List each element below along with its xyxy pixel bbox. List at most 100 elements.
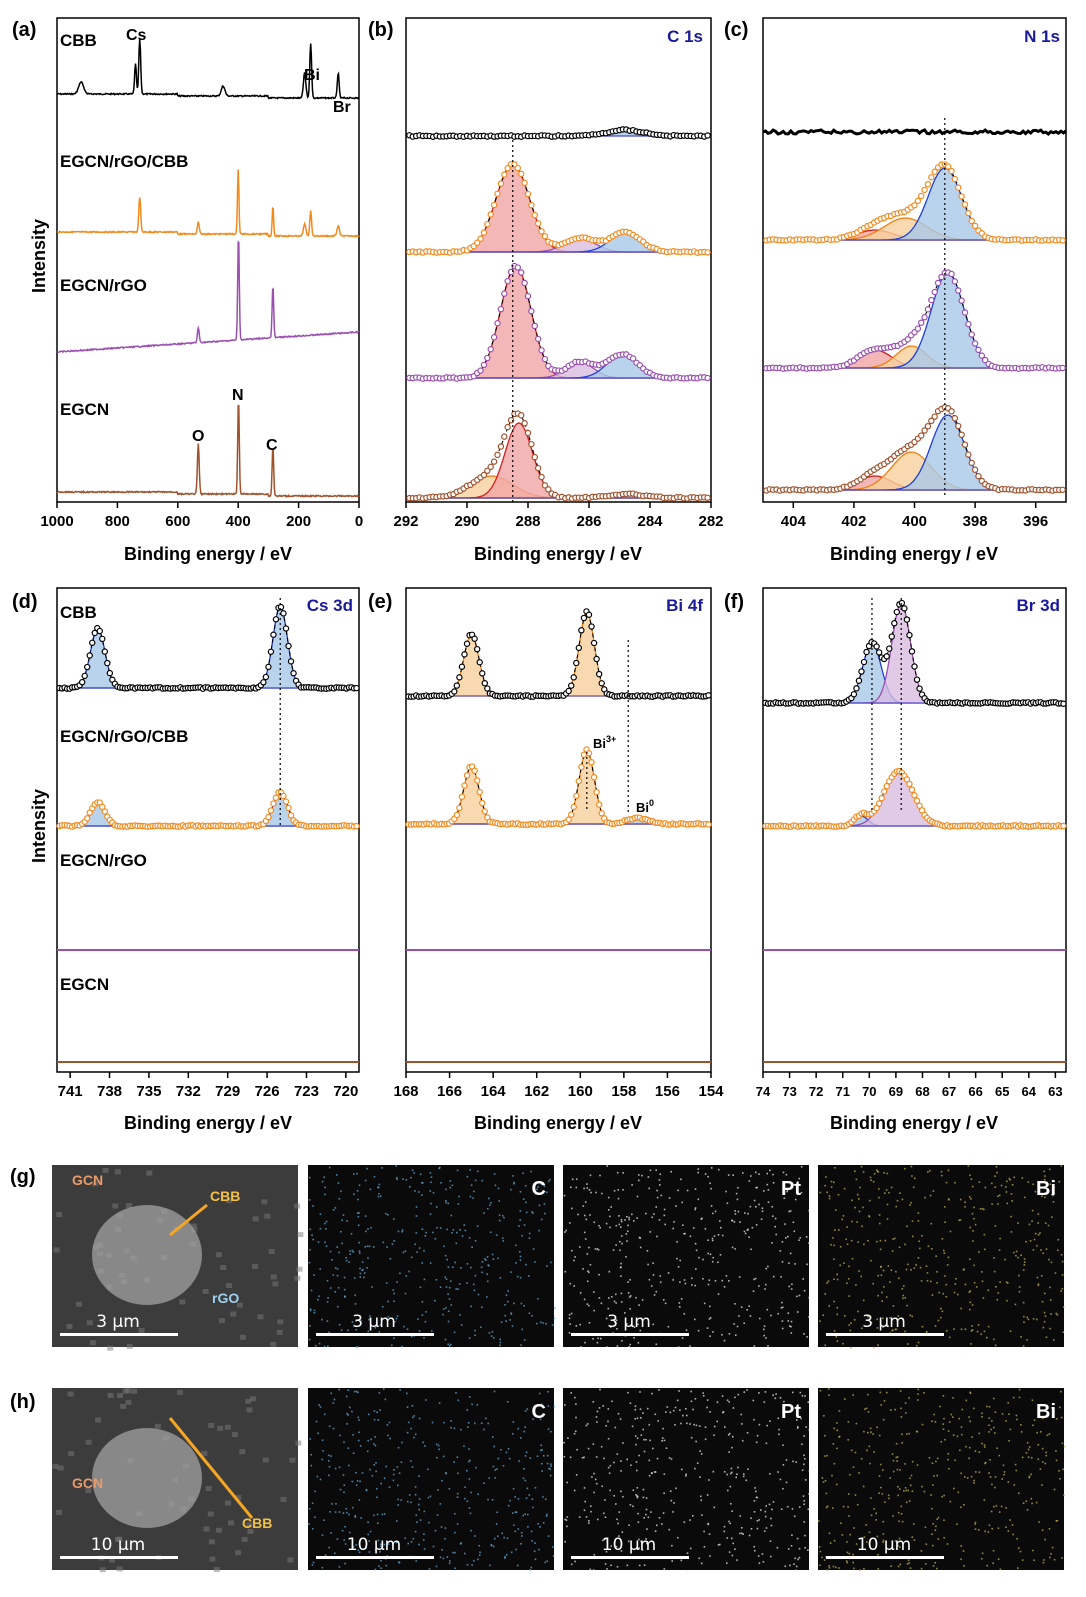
- micrograph-speckle-h-2: [741, 1532, 743, 1535]
- micrograph-speckle-g-2: [598, 1297, 601, 1299]
- micrograph-speckle-h-3: [1018, 1492, 1020, 1494]
- micrograph-speckle-g-2: [635, 1296, 637, 1299]
- micrograph-speckle-h-1: [367, 1439, 369, 1442]
- micrograph-speckle-h-2: [728, 1551, 731, 1553]
- micrograph-speckle-h-2: [796, 1427, 799, 1429]
- micrograph-speckle-g-1: [546, 1265, 548, 1267]
- micrograph-speckle-h-3: [960, 1426, 963, 1428]
- micrograph-speckle-g-1: [464, 1229, 467, 1232]
- micrograph-speckle-g-2: [579, 1246, 581, 1248]
- plot-frame-e: [405, 587, 712, 1073]
- micrograph-speckle-g-3: [1041, 1195, 1043, 1197]
- micrograph-speckle-h-3: [1025, 1500, 1028, 1502]
- micrograph-speckle-g-2: [703, 1302, 706, 1305]
- micrograph-speckle-h-2: [583, 1487, 586, 1489]
- micrograph-speckle-h-2: [668, 1457, 671, 1459]
- micrograph-speckle-g-1: [523, 1305, 525, 1307]
- micrograph-speckle-h-2: [658, 1517, 661, 1519]
- micrograph-speckle-h-2: [702, 1395, 705, 1397]
- micrograph-speckle-g-1: [395, 1176, 398, 1179]
- micrograph-speckle-g-0: [102, 1168, 109, 1173]
- micrograph-speckle-h-3: [944, 1438, 946, 1441]
- micrograph-speckle-h-2: [748, 1534, 751, 1537]
- micrograph-speckle-h-2: [782, 1406, 785, 1409]
- micrograph-speckle-g-3: [943, 1252, 946, 1254]
- data-marker-b-3: [521, 420, 528, 427]
- micrograph-speckle-g-2: [653, 1213, 655, 1215]
- micrograph-speckle-h-3: [878, 1492, 880, 1494]
- micrograph-speckle-g-1: [453, 1331, 456, 1334]
- data-marker-e-1: [479, 799, 486, 807]
- micrograph-speckle-h-0: [246, 1522, 253, 1528]
- micrograph-speckle-g-1: [340, 1230, 342, 1233]
- micrograph-speckle-h-0: [120, 1403, 127, 1409]
- micrograph-speckle-g-3: [926, 1272, 929, 1274]
- micrograph-speckle-g-2: [589, 1214, 591, 1216]
- micrograph-speckle-h-2: [716, 1420, 718, 1423]
- micrograph-speckle-h-3: [908, 1500, 911, 1502]
- micrograph-speckle-g-1: [334, 1267, 337, 1269]
- micrograph-speckle-g-1: [434, 1237, 437, 1240]
- micrograph-speckle-g-2: [781, 1301, 783, 1304]
- micrograph-speckle-g-1: [519, 1251, 521, 1253]
- micrograph-speckle-g-3: [886, 1203, 889, 1206]
- data-marker-e-1: [595, 801, 603, 808]
- micrograph-speckle-h-3: [1033, 1559, 1035, 1561]
- micrograph-speckle-g-1: [406, 1328, 409, 1330]
- micrograph-speckle-g-3: [994, 1225, 997, 1227]
- micrograph-speckle-h-1: [383, 1543, 386, 1546]
- micrograph-speckle-g-2: [609, 1226, 611, 1229]
- panel-title-e: Bi 4f: [666, 596, 703, 615]
- micrograph-speckle-h-0: [201, 1450, 208, 1456]
- data-marker-b-2: [484, 354, 491, 362]
- micrograph-speckle-g-2: [667, 1272, 670, 1274]
- micrograph-speckle-g-1: [481, 1261, 484, 1263]
- micrograph-speckle-g-2: [744, 1212, 746, 1214]
- micrograph-speckle-h-2: [758, 1423, 761, 1426]
- micrograph-speckle-h-1: [410, 1501, 412, 1504]
- micrograph-speckle-g-1: [318, 1295, 320, 1297]
- micrograph-speckle-h-1: [423, 1533, 425, 1535]
- micrograph-speckle-g-0: [257, 1314, 264, 1320]
- micrograph-speckle-g-1: [309, 1248, 311, 1251]
- micrograph-speckle-g-1: [321, 1318, 323, 1321]
- micrograph-speckle-h-2: [726, 1562, 728, 1564]
- micrograph-speckle-h-2: [615, 1503, 617, 1505]
- micrograph-speckle-g-1: [346, 1220, 348, 1222]
- data-marker-b-2: [524, 292, 532, 300]
- micrograph-speckle-h-3: [819, 1550, 822, 1553]
- survey-line-3: [56, 404, 360, 498]
- micrograph-speckle-g-3: [896, 1199, 899, 1202]
- micrograph-speckle-h-2: [741, 1439, 744, 1442]
- data-marker-b-1: [497, 180, 505, 187]
- micrograph-speckle-g-3: [833, 1258, 835, 1260]
- data-marker-f-1: [906, 780, 913, 788]
- micrograph-speckle-h-3: [988, 1472, 990, 1474]
- micrograph-speckle-h-3: [1044, 1462, 1047, 1465]
- micrograph-speckle-h-2: [602, 1405, 604, 1407]
- micrograph-speckle-g-3: [839, 1246, 842, 1248]
- micrograph-speckle-h-3: [888, 1497, 890, 1500]
- micrograph-speckle-g-3: [911, 1175, 913, 1177]
- fit-envelope-e-1: [406, 749, 711, 825]
- data-marker-c-1: [968, 217, 975, 225]
- micrograph-speckle-h-1: [483, 1428, 485, 1431]
- micrograph-speckle-g-3: [1044, 1196, 1046, 1199]
- micrograph-speckle-h-1: [506, 1401, 509, 1403]
- micrograph-speckle-h-3: [1020, 1424, 1022, 1426]
- data-marker-b-3: [524, 429, 532, 437]
- micrograph-speckle-g-1: [511, 1325, 514, 1327]
- micrograph-speckle-h-3: [983, 1444, 986, 1446]
- x-tick-label-f: 71: [836, 1084, 850, 1099]
- micrograph-speckle-g-1: [447, 1343, 449, 1346]
- micrograph-speckle-h-3: [1026, 1509, 1029, 1511]
- data-marker-b-1: [501, 171, 508, 178]
- micrograph-speckle-h-3: [932, 1523, 934, 1525]
- micrograph-speckle-h-2: [650, 1472, 653, 1475]
- micrograph-speckle-g-2: [781, 1320, 784, 1322]
- micrograph-speckle-h-3: [1022, 1502, 1025, 1504]
- micrograph-speckle-g-2: [792, 1221, 795, 1224]
- micrograph-speckle-h-1: [532, 1418, 534, 1420]
- micrograph-speckle-h-2: [566, 1481, 568, 1484]
- micrograph-speckle-h-2: [639, 1408, 642, 1410]
